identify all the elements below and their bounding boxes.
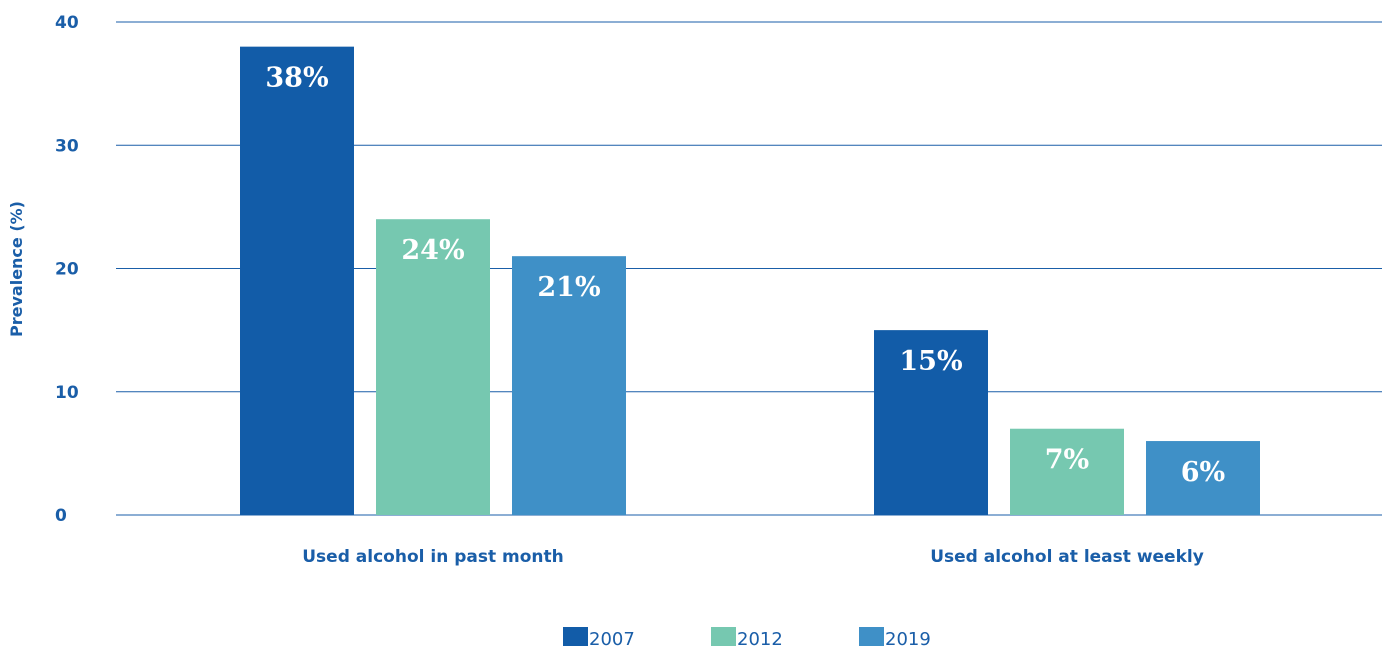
data-label: 24% [401, 235, 464, 266]
bar-2019-1 [512, 256, 626, 515]
y-axis-ticks: 0 10 20 30 40 [55, 13, 79, 526]
y-tick-label: 30 [55, 136, 79, 156]
legend-swatch-2012 [711, 627, 736, 647]
y-tick-label: 0 [55, 506, 67, 526]
data-labels: 38% 24% 21% 15% 7% 6% [265, 63, 1225, 488]
y-axis-title: Prevalence (%) [7, 201, 26, 337]
category-labels: Used alcohol in past month Used alcohol a… [302, 547, 1204, 567]
bar-2019-2 [1146, 441, 1260, 515]
category-label: Used alcohol in past month [302, 547, 564, 567]
legend: 2007 2012 2019 [563, 627, 931, 650]
bar-2007-2 [874, 330, 988, 515]
legend-swatch-2007 [563, 627, 588, 647]
data-label: 6% [1181, 457, 1225, 488]
bar-2012-1 [376, 219, 490, 515]
data-label: 7% [1045, 445, 1089, 476]
legend-label: 2012 [737, 629, 783, 646]
legend-label: 2007 [589, 629, 635, 646]
data-label: 21% [537, 272, 600, 303]
y-tick-label: 10 [55, 383, 79, 403]
bar-2007-1 [240, 46, 354, 516]
data-label: 15% [899, 346, 962, 377]
legend-swatch-2019 [859, 627, 884, 647]
legend-label: 2019 [885, 629, 931, 646]
category-label: Used alcohol at least weekly [930, 547, 1204, 567]
data-label: 38% [265, 63, 328, 94]
bar-2012-2 [1010, 428, 1124, 515]
y-tick-label: 20 [55, 260, 79, 280]
bars [240, 46, 1260, 516]
y-tick-label: 40 [55, 13, 79, 33]
